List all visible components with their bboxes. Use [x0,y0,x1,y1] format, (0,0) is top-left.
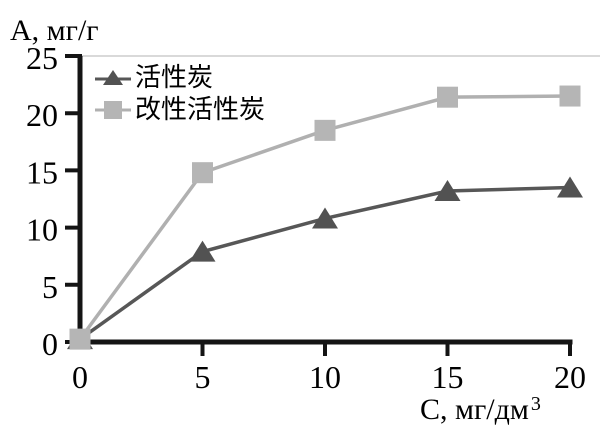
triangle-marker [434,179,461,201]
y-tick-label: 0 [42,326,58,362]
y-axis-title: А, мг/г [10,14,99,47]
legend-item-activated-carbon: 活性炭 [94,62,265,94]
y-tick-label: 15 [26,154,58,190]
y-tick-label: 10 [26,212,58,248]
square-marker [192,162,213,184]
triangle-marker [312,207,338,229]
square-marker-icon [95,101,131,119]
square-marker [559,85,581,107]
x-tick-label: 15 [432,359,464,395]
triangle-marker-icon [95,70,131,85]
square-marker [314,119,336,141]
legend-label-activated-carbon: 活性炭 [135,63,214,93]
x-tick-label: 20 [554,359,586,395]
x-axis-title-text: С, мг/дм [420,393,529,426]
legend: 活性炭 改性活性炭 [94,62,265,126]
x-tick-label: 10 [309,359,341,395]
triangle-marker [189,240,216,262]
x-tick-label: 0 [72,359,88,395]
x-axis-title-superscript: 3 [530,393,541,415]
square-marker [437,86,458,108]
x-tick-label: 5 [195,359,211,395]
y-tick-label: 5 [42,269,58,305]
legend-label-modified-activated-carbon: 改性活性炭 [135,95,266,125]
x-axis-title: С, мг/дм 3 [420,393,541,427]
y-tick-label: 25 [26,40,58,76]
square-marker [69,328,91,350]
legend-item-modified-activated-carbon: 改性活性炭 [94,94,265,126]
y-tick-label: 20 [26,97,58,133]
triangle-marker [557,176,583,198]
